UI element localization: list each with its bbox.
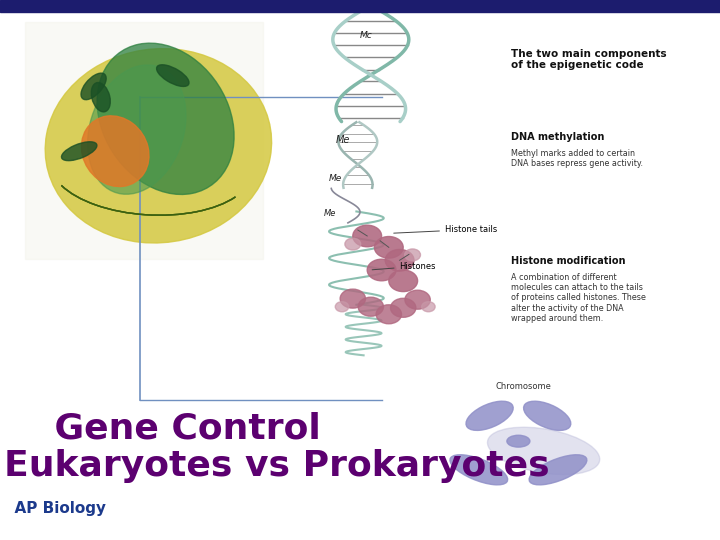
Text: The two main components
of the epigenetic code: The two main components of the epigeneti… — [511, 49, 667, 70]
Circle shape — [353, 225, 382, 247]
Text: Histone tails: Histone tails — [394, 225, 498, 234]
Ellipse shape — [466, 401, 513, 430]
Ellipse shape — [81, 116, 149, 186]
Ellipse shape — [88, 65, 186, 194]
Circle shape — [345, 238, 361, 250]
Text: Gene Control: Gene Control — [4, 411, 320, 446]
Ellipse shape — [81, 73, 107, 100]
Text: A combination of different
molecules can attach to the tails
of proteins called : A combination of different molecules can… — [511, 273, 646, 323]
Ellipse shape — [523, 401, 571, 430]
Text: Chromosome: Chromosome — [495, 382, 552, 390]
Circle shape — [340, 289, 366, 308]
Ellipse shape — [507, 435, 530, 447]
Ellipse shape — [61, 141, 97, 161]
Circle shape — [405, 290, 431, 309]
Text: Me: Me — [329, 174, 342, 183]
Bar — [0, 0, 720, 12]
Text: Mc: Mc — [359, 31, 372, 39]
Circle shape — [389, 270, 418, 292]
Text: Methyl marks added to certain
DNA bases repress gene activity.: Methyl marks added to certain DNA bases … — [511, 148, 643, 168]
Circle shape — [336, 302, 348, 312]
Ellipse shape — [487, 427, 600, 475]
Circle shape — [374, 237, 403, 258]
Text: DNA methylation: DNA methylation — [511, 132, 605, 143]
Text: Histones: Histones — [372, 262, 436, 271]
Ellipse shape — [45, 49, 271, 243]
Circle shape — [405, 249, 420, 261]
Circle shape — [390, 298, 416, 318]
Circle shape — [422, 302, 435, 312]
Ellipse shape — [91, 83, 110, 112]
Text: Eukaryotes vs Prokaryotes: Eukaryotes vs Prokaryotes — [4, 449, 549, 483]
Circle shape — [367, 259, 396, 281]
Bar — [25, 22, 263, 259]
Circle shape — [385, 249, 414, 271]
Text: AP Biology: AP Biology — [4, 501, 106, 516]
Circle shape — [376, 305, 402, 324]
Ellipse shape — [529, 455, 587, 485]
Ellipse shape — [97, 43, 234, 194]
Text: Histone modification: Histone modification — [511, 256, 626, 267]
Text: Me: Me — [323, 209, 336, 218]
Text: Me: Me — [336, 136, 350, 145]
Circle shape — [358, 297, 384, 316]
Ellipse shape — [450, 455, 508, 485]
Ellipse shape — [156, 65, 189, 86]
